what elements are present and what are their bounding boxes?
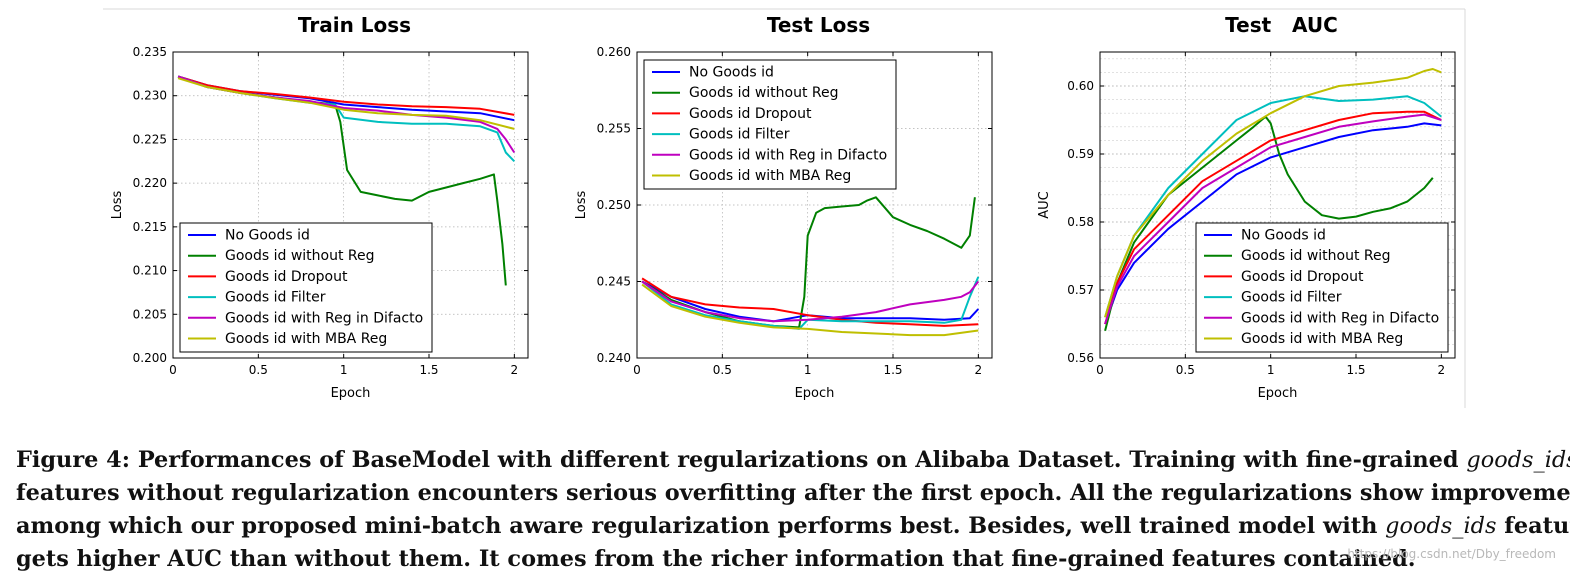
y-axis-label: Loss bbox=[110, 191, 125, 220]
y-tick-label: 0.60 bbox=[1067, 79, 1094, 93]
legend-entry: Goods id with MBA Reg bbox=[225, 331, 387, 347]
y-tick-label: 0.220 bbox=[133, 176, 167, 190]
y-tick-label: 0.200 bbox=[133, 351, 167, 365]
series-line-goods-id-with-reg-in-difacto bbox=[1104, 113, 1442, 325]
series-line-no-goods-id bbox=[177, 75, 515, 122]
legend-entry: Goods id Dropout bbox=[1241, 269, 1364, 285]
caption-line-1: Figure 4: Performances of BaseModel with… bbox=[16, 447, 1570, 473]
y-tick-label: 0.245 bbox=[597, 275, 631, 289]
caption-line-4: gets higher AUC than without them. It co… bbox=[16, 546, 1416, 572]
legend: No Goods id Goods id without Reg Goods id … bbox=[179, 222, 433, 353]
series-line-goods-id-filter bbox=[641, 276, 980, 330]
y-tick-label: 0.230 bbox=[133, 89, 167, 103]
legend-entry: Goods id with Reg in Difacto bbox=[1241, 310, 1439, 326]
x-axis-label: Epoch bbox=[331, 386, 371, 401]
caption-goods-ids-term: goods_ids bbox=[1385, 513, 1497, 539]
watermark: https://blog.csdn.net/Dby_freedom bbox=[1347, 547, 1556, 561]
legend-box bbox=[643, 59, 897, 190]
plot-frame bbox=[172, 51, 529, 359]
chart-title: Test Loss bbox=[767, 13, 870, 37]
x-tick-label: 0.5 bbox=[1176, 363, 1195, 377]
legend: No Goods id Goods id without Reg Goods id … bbox=[1195, 222, 1449, 353]
x-tick-label: 1 bbox=[1267, 363, 1275, 377]
legend-entry: Goods id without Reg bbox=[1241, 248, 1391, 264]
y-tick-label: 0.250 bbox=[597, 198, 631, 212]
legend-entry: Goods id without Reg bbox=[225, 248, 375, 264]
caption-line-2: features without regularization encounte… bbox=[16, 480, 1570, 506]
legend-entry: Goods id Dropout bbox=[689, 106, 812, 122]
legend-entry: Goods id with Reg in Difacto bbox=[225, 310, 423, 326]
y-tick-label: 0.57 bbox=[1067, 283, 1094, 297]
figure-caption: Figure 4: Performances of BaseModel with… bbox=[16, 444, 1570, 576]
x-tick-label: 1 bbox=[340, 363, 348, 377]
x-axis-label: Epoch bbox=[795, 386, 835, 401]
x-tick-label: 0 bbox=[633, 363, 641, 377]
caption-goods-ids-term: goods_ids bbox=[1466, 447, 1570, 473]
charts-svg: 0 0.5 1 1.5 2 0.200 0.205 0.210 0.215 0.220 0.225 0… bbox=[103, 8, 1466, 408]
x-tick-label: 2 bbox=[975, 363, 983, 377]
legend-entry: Goods id with MBA Reg bbox=[1241, 331, 1403, 347]
x-tick-label: 2 bbox=[1438, 363, 1446, 377]
series-line-no-goods-id bbox=[1104, 122, 1442, 325]
y-tick-label: 0.205 bbox=[133, 307, 167, 321]
y-tick-label: 0.215 bbox=[133, 220, 167, 234]
plot-frame bbox=[1099, 51, 1456, 359]
x-tick-label: 2 bbox=[511, 363, 519, 377]
series-line-goods-id-with-mba-reg bbox=[177, 77, 515, 130]
series-line-goods-id-with-mba-reg bbox=[641, 283, 979, 337]
series-line-goods-id-with-reg-in-difacto bbox=[177, 75, 516, 154]
x-tick-label: 0.5 bbox=[713, 363, 732, 377]
x-tick-label: 1 bbox=[804, 363, 812, 377]
legend-entry: No Goods id bbox=[689, 65, 774, 81]
chart-title: Train Loss bbox=[298, 13, 411, 37]
y-tick-label: 0.240 bbox=[597, 351, 631, 365]
y-axis-label: Loss bbox=[574, 191, 589, 220]
series-line-goods-id-with-reg-in-difacto bbox=[641, 280, 980, 323]
legend-entry: Goods id Filter bbox=[1241, 290, 1342, 306]
y-tick-label: 0.56 bbox=[1067, 351, 1094, 365]
x-axis-label: Epoch bbox=[1258, 386, 1298, 401]
y-tick-label: 0.235 bbox=[133, 45, 167, 59]
legend-entry: Goods id Filter bbox=[225, 290, 326, 306]
figure-panel: 0 0.5 1 1.5 2 0.200 0.205 0.210 0.215 0.220 0.225 0… bbox=[103, 8, 1466, 408]
legend-entry: No Goods id bbox=[225, 228, 310, 244]
y-tick-label: 0.210 bbox=[133, 264, 167, 278]
caption-line-3: among which our proposed mini-batch awar… bbox=[16, 513, 1570, 539]
legend-entry: No Goods id bbox=[1241, 228, 1326, 244]
y-tick-label: 0.58 bbox=[1067, 215, 1094, 229]
series-line-goods-id-dropout bbox=[177, 75, 515, 116]
legend-box bbox=[179, 222, 433, 353]
y-tick-label: 0.59 bbox=[1067, 147, 1094, 161]
x-tick-label: 1.5 bbox=[883, 363, 902, 377]
y-axis-label: AUC bbox=[1037, 191, 1052, 219]
series-line-goods-id-dropout bbox=[641, 277, 979, 327]
legend-box bbox=[1195, 222, 1449, 353]
y-tick-label: 0.225 bbox=[133, 132, 167, 146]
y-tick-label: 0.260 bbox=[597, 45, 631, 59]
legend-entry: Goods id with MBA Reg bbox=[689, 168, 851, 184]
y-tick-label: 0.255 bbox=[597, 122, 631, 136]
chart-2: 0 0.5 1 1.5 2 0.240 0.245 0.250 0.255 0.260 Test L… bbox=[574, 13, 993, 401]
chart-1: 0 0.5 1 1.5 2 0.200 0.205 0.210 0.215 0.220 0.225 0… bbox=[110, 13, 529, 401]
chart-title: Test AUC bbox=[1225, 13, 1338, 37]
legend-entry: Goods id Filter bbox=[689, 127, 790, 143]
series-line-goods-id-with-mba-reg bbox=[1104, 68, 1442, 318]
series-line-goods-id-dropout bbox=[1104, 110, 1442, 325]
legend-entry: Goods id Dropout bbox=[225, 269, 348, 285]
x-tick-label: 1.5 bbox=[1346, 363, 1365, 377]
x-tick-label: 0 bbox=[169, 363, 177, 377]
legend: No Goods id Goods id without Reg Goods id … bbox=[643, 59, 897, 190]
chart-3: 0 0.5 1 1.5 2 0.56 0.57 0.58 0.59 0.60 Test AUC Epo… bbox=[1037, 13, 1456, 401]
x-tick-label: 0 bbox=[1096, 363, 1104, 377]
x-tick-label: 0.5 bbox=[249, 363, 268, 377]
legend-entry: Goods id with Reg in Difacto bbox=[689, 147, 887, 163]
legend-entry: Goods id without Reg bbox=[689, 85, 839, 101]
x-tick-label: 1.5 bbox=[419, 363, 438, 377]
